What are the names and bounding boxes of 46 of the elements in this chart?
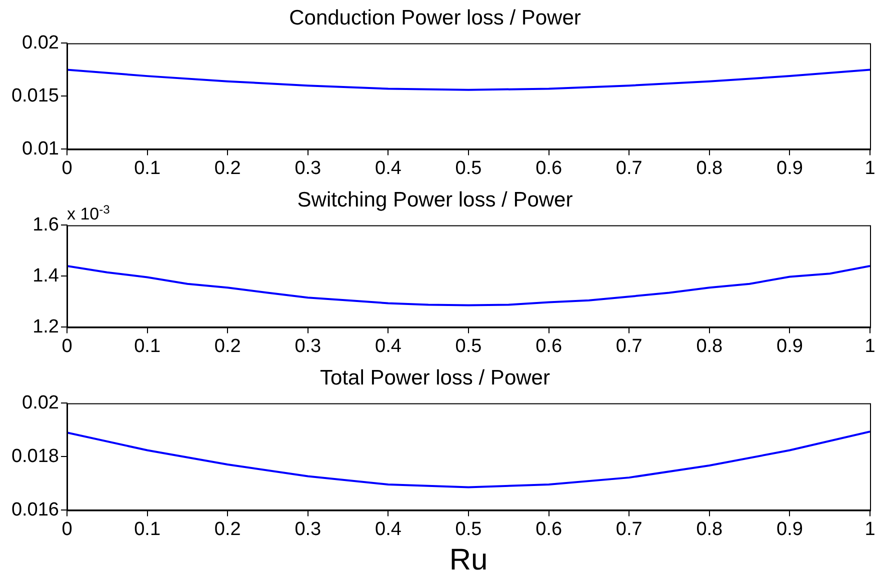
x-tick-label: 0.7 [616, 158, 642, 179]
x-tick-label: 1 [864, 518, 876, 540]
x-tick-label: 0.8 [696, 158, 723, 179]
x-tick-label: 0.9 [776, 158, 803, 179]
x-tick-label: 0.4 [374, 158, 402, 179]
y-tick-label: 1.6 [32, 214, 59, 236]
y-tick-label: 0.016 [11, 499, 59, 520]
x-tick-label: 0.5 [455, 518, 482, 540]
x-tick-label: 0.1 [134, 518, 161, 540]
x-tick-label: 0.8 [696, 336, 723, 357]
x-tick-label: 0.2 [214, 336, 241, 357]
x-axis-title: Ru [449, 543, 488, 576]
x-tick-label: 0 [62, 158, 72, 179]
y-tick-label: 0.02 [22, 392, 59, 414]
x-tick-label: 0 [62, 518, 72, 540]
y-tick-label: 1.2 [32, 316, 59, 338]
x-tick-label: 1 [864, 336, 876, 357]
x-tick-label: 0.7 [616, 336, 642, 357]
chart-title: Switching Power loss / Power [297, 188, 573, 212]
x-tick-label: 0.4 [374, 336, 402, 357]
x-tick-label: 0.9 [776, 336, 803, 357]
x-tick-label: 0.8 [696, 518, 723, 540]
x-tick-label: 0.5 [455, 158, 482, 179]
x-tick-label: 0.3 [294, 158, 322, 179]
y-tick-label: 0.01 [22, 138, 59, 160]
x-tick-label: 1 [864, 158, 876, 179]
x-tick-label: 0.6 [536, 158, 562, 179]
y-tick-label: 0.018 [11, 446, 59, 467]
x-tick-label: 0.6 [536, 336, 562, 357]
x-tick-label: 0.7 [616, 518, 642, 540]
x-tick-label: 0.6 [536, 518, 562, 540]
x-tick-label: 0.4 [374, 518, 402, 540]
x-tick-label: 0.1 [134, 336, 161, 357]
y-tick-label: 1.4 [32, 265, 60, 286]
x-tick-label: 0.3 [294, 336, 322, 357]
x-tick-label: 0.2 [214, 518, 241, 540]
chart-title: Conduction Power loss / Power [289, 6, 581, 30]
x-tick-label: 0.9 [776, 518, 803, 540]
x-tick-label: 0.1 [134, 158, 161, 179]
x-tick-label: 0.3 [294, 518, 322, 540]
x-tick-label: 0 [62, 336, 72, 357]
chart-title: Total Power loss / Power [320, 366, 550, 390]
x-tick-label: 0.2 [214, 158, 241, 179]
y-tick-label: 0.02 [22, 32, 59, 54]
y-tick-label: 0.015 [11, 85, 59, 106]
x-tick-label: 0.5 [455, 336, 482, 357]
